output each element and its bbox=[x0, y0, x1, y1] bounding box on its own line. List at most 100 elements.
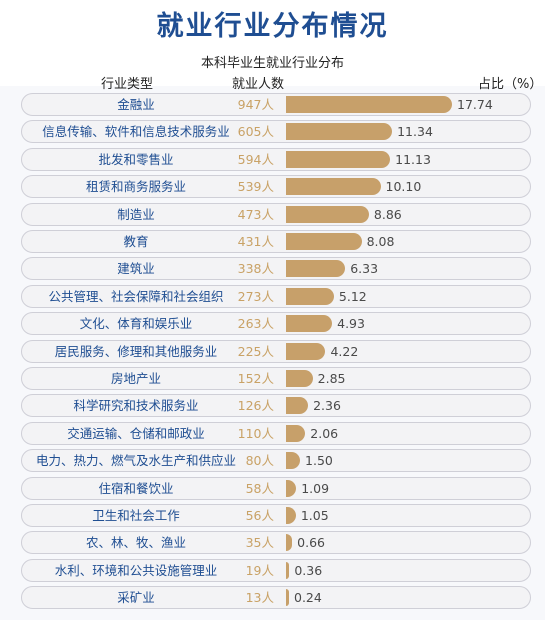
percent-label: 6.33 bbox=[350, 261, 379, 277]
count-label: 13人 bbox=[245, 590, 274, 606]
percent-label: 1.05 bbox=[300, 508, 329, 523]
table-row: 科学研究和技术服务业 126人 2.36 bbox=[21, 394, 531, 418]
percent-label: 11.34 bbox=[397, 124, 433, 140]
percent-label: 17.74 bbox=[457, 97, 493, 112]
category-label: 教育 bbox=[123, 234, 149, 249]
percent-label: 2.85 bbox=[317, 371, 346, 386]
table-row: 文化、体育和娱乐业 263人 4.93 bbox=[21, 312, 531, 336]
percent-label: 0.36 bbox=[294, 562, 323, 578]
category-label: 公共管理、社会保障和社会组织 bbox=[48, 288, 224, 304]
table-row: 租赁和商务服务业 539人 10.10 bbox=[21, 175, 531, 199]
count-label: 152人 bbox=[237, 371, 274, 386]
bar bbox=[286, 561, 290, 579]
table-row: 制造业 473人 8.86 bbox=[21, 202, 531, 226]
percent-label: 1.50 bbox=[305, 453, 333, 469]
percent-label: 11.13 bbox=[395, 151, 431, 167]
table-row: 交通运输、仓储和邮政业 110人 2.06 bbox=[21, 421, 531, 445]
count-label: 19人 bbox=[245, 562, 274, 578]
table-row: 居民服务、修理和其他服务业 225人 4.22 bbox=[21, 339, 531, 363]
bar bbox=[286, 260, 346, 278]
category-label: 卫生和社会工作 bbox=[92, 508, 180, 523]
percent-column-header: 占比（%） bbox=[478, 77, 543, 92]
bar bbox=[286, 452, 301, 470]
table-row: 公共管理、社会保障和社会组织 273人 5.12 bbox=[21, 284, 531, 308]
count-label: 594人 bbox=[237, 151, 274, 167]
chart-title: 本科毕业生就业行业分布 bbox=[200, 56, 344, 71]
category-label: 信息传输、软件和信息技术服务业 bbox=[42, 124, 230, 140]
bar bbox=[286, 233, 362, 250]
category-label: 交通运输、仓储和邮政业 bbox=[67, 425, 205, 441]
category-label: 建筑业 bbox=[117, 261, 155, 277]
category-label: 采矿业 bbox=[117, 590, 155, 606]
percent-label: 4.22 bbox=[330, 343, 359, 359]
category-column-header: 行业类型 bbox=[101, 77, 154, 92]
percent-label: 4.93 bbox=[337, 316, 365, 332]
percent-label: 5.12 bbox=[338, 288, 367, 304]
category-label: 租赁和商务服务业 bbox=[85, 179, 186, 195]
category-label: 批发和零售业 bbox=[98, 151, 174, 167]
category-label: 住宿和餐饮业 bbox=[98, 480, 174, 496]
table-row: 水利、环境和公共设施管理业 19人 0.36 bbox=[21, 558, 531, 582]
count-column-header: 就业人数 bbox=[232, 77, 285, 92]
category-label: 房地产业 bbox=[110, 371, 161, 386]
bar bbox=[286, 123, 393, 141]
count-label: 263人 bbox=[237, 316, 274, 332]
bar bbox=[286, 150, 391, 168]
category-label: 电力、热力、燃气及水生产和供应业 bbox=[35, 453, 236, 469]
category-label: 农、林、牧、渔业 bbox=[85, 535, 186, 551]
bar bbox=[286, 424, 306, 442]
table-row: 批发和零售业 594人 11.13 bbox=[21, 147, 531, 171]
category-label: 居民服务、修理和其他服务业 bbox=[54, 343, 218, 359]
category-label: 金融业 bbox=[117, 97, 155, 112]
page-title: 就业行业分布情况 bbox=[156, 11, 389, 42]
count-label: 947人 bbox=[237, 97, 274, 112]
table-row: 电力、热力、燃气及水生产和供应业 80人 1.50 bbox=[21, 449, 531, 473]
count-label: 338人 bbox=[237, 261, 274, 277]
table-row: 农、林、牧、渔业 35人 0.66 bbox=[21, 531, 531, 555]
table-row: 金融业 947人 17.74 bbox=[21, 93, 531, 116]
count-label: 225人 bbox=[237, 343, 274, 359]
table-row: 教育 431人 8.08 bbox=[21, 230, 531, 253]
percent-label: 1.09 bbox=[301, 480, 330, 496]
table-row: 卫生和社会工作 56人 1.05 bbox=[21, 504, 531, 527]
category-label: 科学研究和技术服务业 bbox=[73, 398, 199, 414]
bar bbox=[286, 287, 334, 305]
category-label: 制造业 bbox=[117, 206, 155, 222]
bar bbox=[286, 589, 289, 607]
count-label: 80人 bbox=[245, 453, 274, 469]
percent-label: 0.24 bbox=[294, 590, 322, 606]
percent-label: 10.10 bbox=[385, 179, 422, 195]
bar bbox=[286, 315, 333, 333]
percent-label: 8.86 bbox=[373, 206, 402, 222]
bar bbox=[286, 342, 326, 360]
bar bbox=[286, 370, 313, 387]
table-row: 房地产业 152人 2.85 bbox=[21, 367, 531, 390]
count-label: 56人 bbox=[245, 508, 274, 523]
count-label: 35人 bbox=[245, 535, 274, 551]
bar bbox=[286, 397, 309, 415]
count-label: 473人 bbox=[237, 206, 274, 222]
count-label: 126人 bbox=[237, 398, 274, 414]
count-label: 58人 bbox=[245, 480, 274, 496]
percent-label: 2.36 bbox=[313, 398, 341, 414]
table-row: 建筑业 338人 6.33 bbox=[21, 257, 531, 281]
count-label: 431人 bbox=[237, 234, 274, 249]
table-row: 住宿和餐饮业 58人 1.09 bbox=[21, 476, 531, 500]
count-label: 110人 bbox=[237, 425, 274, 441]
table-row: 采矿业 13人 0.24 bbox=[21, 586, 531, 610]
percent-label: 2.06 bbox=[310, 425, 339, 441]
bar bbox=[286, 534, 293, 552]
percent-label: 0.66 bbox=[297, 535, 326, 551]
count-label: 273人 bbox=[237, 288, 274, 304]
bar bbox=[286, 205, 369, 223]
table-row: 信息传输、软件和信息技术服务业 605人 11.34 bbox=[21, 120, 531, 144]
count-label: 605人 bbox=[237, 124, 274, 140]
bar bbox=[286, 507, 296, 524]
count-label: 539人 bbox=[237, 179, 274, 195]
bar bbox=[286, 479, 297, 497]
category-label: 文化、体育和娱乐业 bbox=[79, 316, 193, 332]
bar bbox=[286, 96, 452, 113]
bar bbox=[286, 178, 381, 196]
percent-label: 8.08 bbox=[366, 234, 395, 249]
